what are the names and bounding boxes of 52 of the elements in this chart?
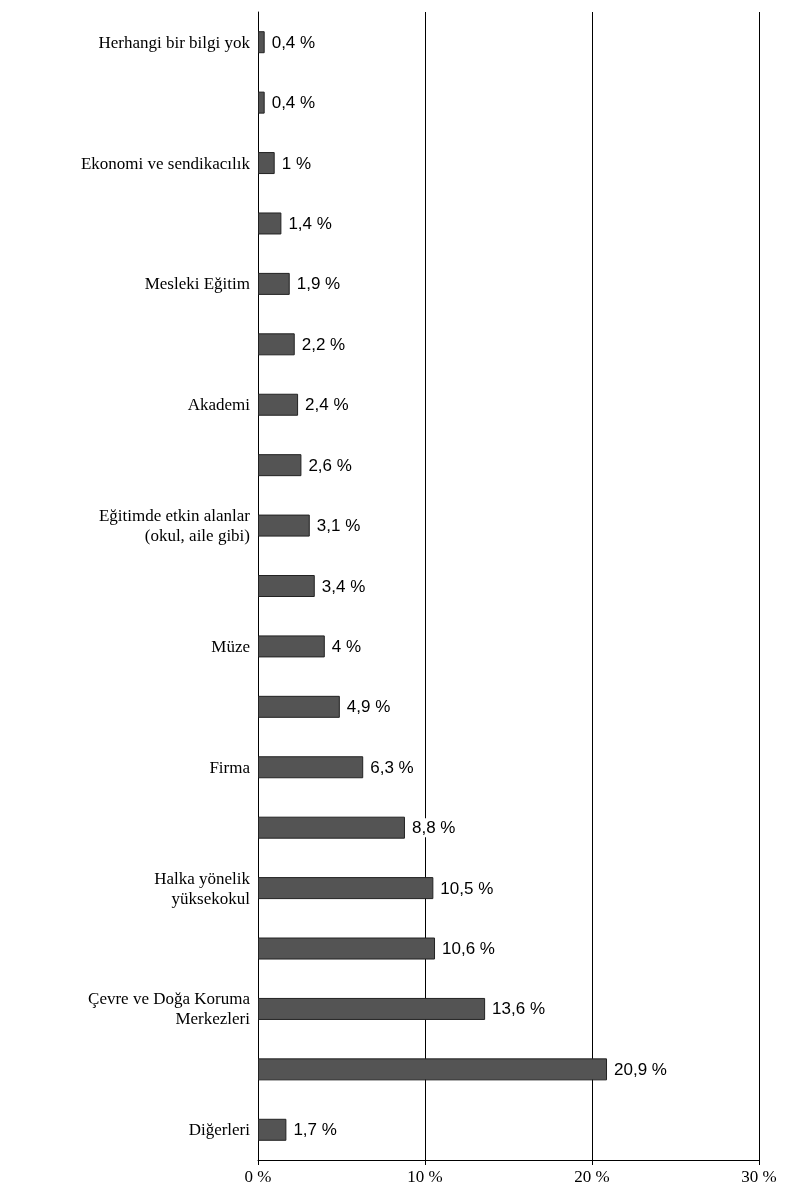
data-label: 1,4 % [288, 213, 332, 233]
bar [258, 816, 405, 839]
data-label: 3,1 % [316, 516, 361, 536]
y-tick-label: Müze [211, 636, 250, 656]
data-label: 10,6 % [442, 939, 495, 959]
data-label: 3,4 % [321, 576, 366, 596]
data-label: 0,4 % [271, 93, 316, 113]
bar [258, 393, 299, 416]
x-tick-label: 10 % [407, 1167, 443, 1186]
bar [258, 272, 290, 295]
bar [258, 152, 275, 175]
bar [258, 1058, 608, 1081]
y-tick-label: Ekonomi ve sendikacılık [80, 153, 251, 173]
data-label: 6,3 % [370, 757, 414, 777]
y-tick-label: Firma [209, 757, 251, 777]
data-label: 20,9 % [614, 1059, 667, 1079]
bar [258, 212, 282, 235]
data-label: 4 % [331, 636, 362, 656]
data-label: 10,5 % [440, 878, 494, 898]
data-label: 1 % [281, 153, 311, 173]
bar [258, 695, 340, 718]
bar [258, 877, 434, 900]
data-label: 1,7 % [293, 1120, 337, 1140]
bar [258, 635, 325, 658]
y-tick-label: Akademi [187, 395, 251, 415]
bar [258, 937, 436, 960]
x-tick-label: 0 % [244, 1167, 272, 1186]
bar [258, 1118, 287, 1141]
y-tick-label: Mesleki Eğitim [144, 274, 250, 294]
data-label: 8,8 % [411, 818, 456, 838]
bar [258, 575, 315, 597]
bar [258, 997, 486, 1020]
bar [258, 31, 265, 54]
bar [258, 514, 310, 537]
data-label: 2,2 % [301, 334, 346, 354]
y-tick-label: Çevre ve Doğa Koruma Merkezleri [88, 989, 251, 1029]
x-tick-label: 20 % [574, 1167, 610, 1186]
y-tick-label: Herhangi bir bilgi yok [98, 32, 251, 52]
bar [258, 756, 364, 779]
data-label: 0,4 % [271, 32, 316, 52]
data-label: 2,4 % [305, 395, 349, 415]
data-label: 2,6 % [308, 455, 352, 475]
data-label: 13,6 % [492, 999, 546, 1019]
y-tick-label: Diğerleri [188, 1120, 251, 1140]
x-tick-label: 30 % [741, 1167, 777, 1186]
y-tick-label: Halka yönelik yüksekokul [154, 868, 251, 908]
bar [258, 454, 302, 477]
data-label: 4,9 % [346, 697, 391, 717]
y-tick-label: Eğitimde etkin alanlar (okul, aile gibi) [98, 506, 251, 546]
bar [258, 91, 265, 114]
data-label: 1,9 % [296, 274, 341, 294]
bar [258, 333, 295, 356]
